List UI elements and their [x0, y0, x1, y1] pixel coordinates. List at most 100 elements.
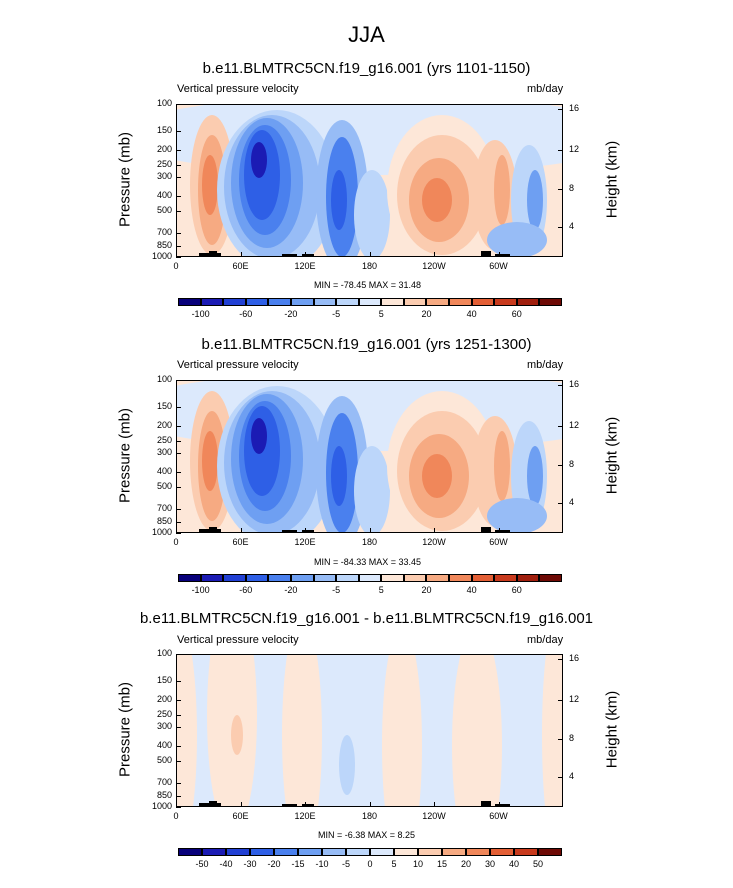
y-tick	[176, 104, 181, 105]
y-tick-label: 200	[156, 420, 172, 431]
colorbar-swatch	[381, 298, 404, 306]
colorbar-swatch	[394, 848, 418, 856]
x-tick	[240, 252, 242, 257]
y-tick	[176, 726, 181, 728]
colorbar-label: -100	[191, 309, 210, 319]
x-tick-label: 60W	[489, 261, 508, 271]
panel-2-left-label: Vertical pressure velocity	[177, 359, 299, 371]
colorbar-swatch	[471, 574, 495, 582]
colorbar-label: 40	[508, 859, 519, 869]
colorbar-swatch	[358, 574, 382, 582]
y-tick	[176, 746, 181, 748]
topography	[495, 530, 510, 532]
x-tick-label: 0	[173, 811, 179, 821]
colorbar-swatch	[178, 574, 201, 582]
topography	[209, 251, 217, 256]
x-tick-label: 60E	[232, 811, 249, 821]
topography	[481, 527, 491, 532]
panel-2-title: b.e11.BLMTRC5CN.f19_g16.001 (yrs 1251-13…	[201, 336, 532, 353]
y-right-tick-label: 8	[569, 732, 575, 743]
contour-region	[487, 222, 547, 256]
y-tick-label: 200	[156, 694, 172, 705]
y-right-tick-label: 8	[569, 458, 575, 469]
y-tick	[176, 486, 181, 488]
contour-region	[542, 655, 562, 806]
y-tick-label: 400	[156, 466, 172, 477]
y-right-tick-label: 12	[569, 144, 580, 155]
y-right-tick	[558, 776, 563, 778]
x-tick	[498, 252, 500, 257]
colorbar-label: 60	[511, 585, 522, 595]
colorbar-swatch	[514, 848, 538, 856]
panel-3-y-right-title: Height (km)	[603, 690, 621, 769]
y-tick	[176, 533, 181, 534]
y-right-tick	[558, 150, 563, 152]
x-tick-label: 120E	[294, 261, 316, 271]
x-tick	[498, 802, 500, 807]
y-tick	[176, 700, 181, 702]
panel-2-plot-area	[176, 380, 563, 533]
colorbar-swatch	[426, 298, 450, 306]
y-tick	[176, 246, 181, 248]
x-tick	[240, 528, 242, 533]
colorbar-swatch	[178, 848, 202, 856]
topography	[282, 804, 297, 806]
y-tick-label: 100	[156, 98, 172, 108]
colorbar-label: -50	[195, 859, 209, 869]
contour-region	[527, 170, 543, 230]
y-right-tick	[558, 426, 563, 428]
colorbar-swatch	[268, 574, 291, 582]
topography	[495, 254, 510, 256]
y-tick	[176, 509, 181, 511]
x-tick-label: 60W	[489, 811, 508, 821]
x-tick	[305, 802, 306, 807]
y-right-tick	[558, 502, 563, 504]
contour-region	[331, 446, 347, 506]
contour-region	[282, 655, 322, 806]
y-right-tick	[558, 109, 563, 111]
topography	[302, 530, 314, 532]
colorbar-swatch	[471, 298, 495, 306]
colorbar-swatch	[223, 298, 246, 306]
y-tick	[176, 680, 181, 682]
contour-region	[177, 655, 197, 806]
panel-2-right-label: mb/day	[527, 359, 564, 371]
colorbar-swatch	[290, 574, 314, 582]
x-tick	[176, 802, 177, 807]
contour-region	[251, 418, 267, 454]
colorbar-label: -5	[332, 309, 341, 319]
x-tick	[369, 528, 371, 533]
contour-region	[231, 715, 243, 755]
panel-1-right-label: mb/day	[527, 83, 564, 95]
colorbar-swatch	[346, 848, 370, 856]
y-tick-label: 500	[156, 754, 172, 765]
y-right-tick-label: 8	[569, 182, 575, 193]
contour-region	[202, 431, 218, 491]
topography	[282, 254, 297, 256]
x-tick-label: 120W	[422, 537, 446, 547]
topography	[209, 527, 217, 532]
x-tick	[434, 802, 435, 807]
colorbar-label: 60	[511, 309, 522, 319]
x-tick-label: 120E	[294, 537, 316, 547]
y-tick	[176, 210, 181, 212]
panel-2-y-right-title: Height (km)	[603, 416, 621, 495]
colorbar-swatch	[202, 848, 226, 856]
contour-region	[527, 446, 543, 506]
y-tick	[176, 176, 181, 178]
colorbar-swatch	[449, 298, 472, 306]
panel-3-plot-area	[176, 654, 563, 807]
colorbar-swatch	[418, 848, 442, 856]
y-tick-label: 250	[156, 708, 172, 719]
y-tick	[176, 150, 181, 152]
figure-title: JJA	[348, 22, 385, 47]
contour-region	[494, 155, 510, 225]
topography	[282, 530, 297, 532]
colorbar-swatch	[358, 298, 382, 306]
colorbar-label: -20	[284, 585, 298, 595]
panel-1-y-right-title: Height (km)	[603, 140, 621, 219]
y-tick-label: 850	[156, 240, 172, 251]
topography	[302, 804, 314, 806]
colorbar-swatch	[539, 574, 562, 582]
y-tick	[176, 426, 181, 428]
